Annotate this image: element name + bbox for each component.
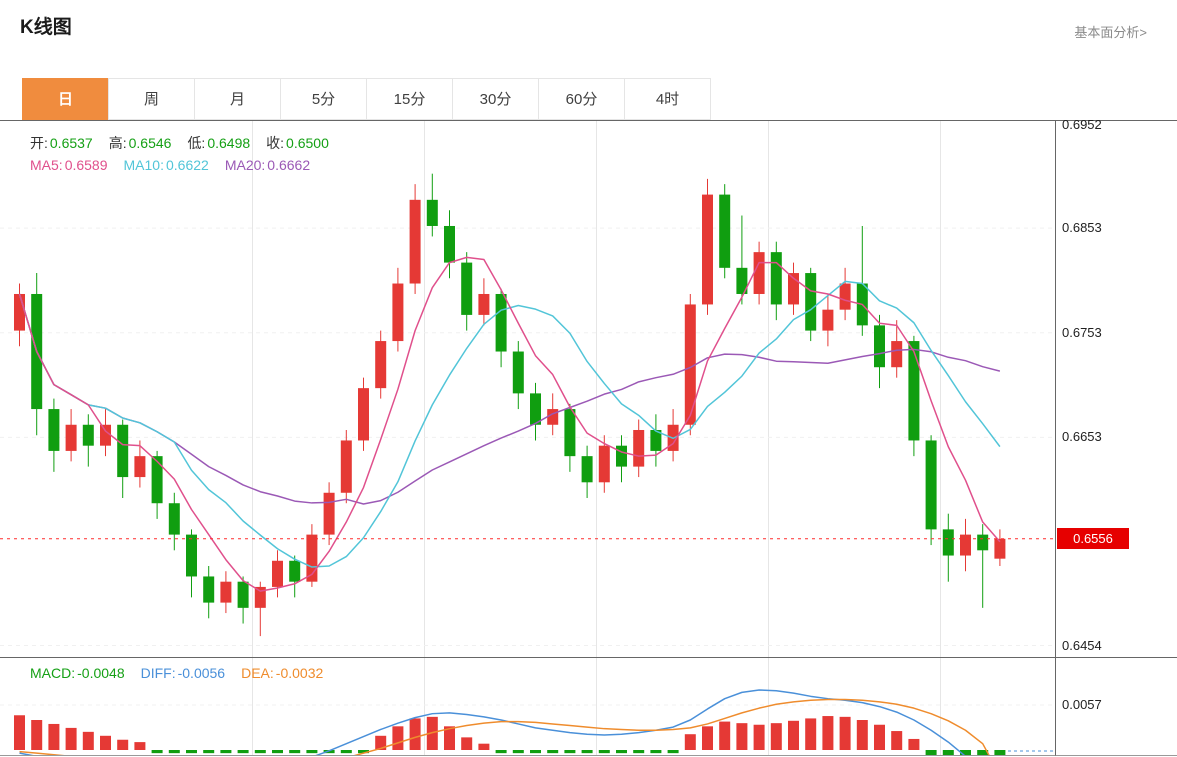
y-axis-label: 0.6653 (1062, 429, 1102, 445)
close-label: 收: (266, 135, 285, 151)
current-price-tag: 0.6556 (1057, 528, 1129, 549)
tab-15min[interactable]: 15分 (366, 78, 453, 120)
open-label: 开: (30, 135, 48, 151)
ma-legend: MA5: 0.6589 MA10: 0.6622 MA20: 0.6662 (30, 157, 326, 173)
high-label: 高: (108, 135, 127, 151)
macd-lines (19, 689, 1053, 756)
tab-month[interactable]: 月 (194, 78, 281, 120)
low-value: 0.6498 (207, 135, 251, 151)
ma10-value: 0.6622 (165, 157, 209, 173)
fundamental-analysis-link[interactable]: 基本面分析> (1074, 25, 1147, 40)
macd-label: MACD: (30, 665, 76, 681)
diff-value: -0.0056 (177, 665, 226, 681)
ohlc-legend: 开: 0.6537 高: 0.6546 低: 0.6498 收: 0.6500 (30, 133, 345, 153)
dea-value: -0.0032 (275, 665, 324, 681)
diff-label: DIFF: (140, 665, 176, 681)
dea-label: DEA: (241, 665, 274, 681)
ma10-label: MA10: (123, 157, 164, 173)
y-axis-label: 0.6454 (1062, 637, 1102, 653)
tab-week[interactable]: 周 (108, 78, 195, 120)
tab-4hour[interactable]: 4时 (624, 78, 711, 120)
candles (14, 173, 1006, 637)
ma5-label: MA5: (30, 157, 63, 173)
y-axis-label: 0.6853 (1062, 220, 1102, 236)
period-tabs: 日周月 5分 15分 30分 60分 4时 (22, 78, 711, 120)
ma20-value: 0.6662 (267, 157, 311, 173)
low-label: 低: (187, 135, 206, 151)
y-axis-label: 0.6952 (1062, 116, 1102, 132)
macd-axis-label: 0.0057 (1062, 697, 1102, 712)
close-value: 0.6500 (286, 135, 329, 151)
ma20-label: MA20: (224, 157, 266, 173)
macd-value: -0.0048 (77, 665, 125, 681)
macd-legend: MACD: -0.0048 DIFF: -0.0056 DEA: -0.0032 (30, 665, 339, 681)
tab-30min[interactable]: 30分 (452, 78, 539, 120)
ma5-value: 0.6589 (64, 157, 108, 173)
page-title: K线图 (20, 17, 72, 38)
tab-5min[interactable]: 5分 (280, 78, 367, 120)
ma-lines (18, 256, 1001, 592)
tab-day[interactable]: 日 (22, 78, 109, 120)
gridlines (0, 120, 1055, 756)
tab-60min[interactable]: 60分 (538, 78, 625, 120)
y-axis-label: 0.6753 (1062, 324, 1102, 340)
panel-borders (0, 120, 1177, 756)
high-value: 0.6546 (128, 135, 172, 151)
open-value: 0.6537 (49, 135, 93, 151)
